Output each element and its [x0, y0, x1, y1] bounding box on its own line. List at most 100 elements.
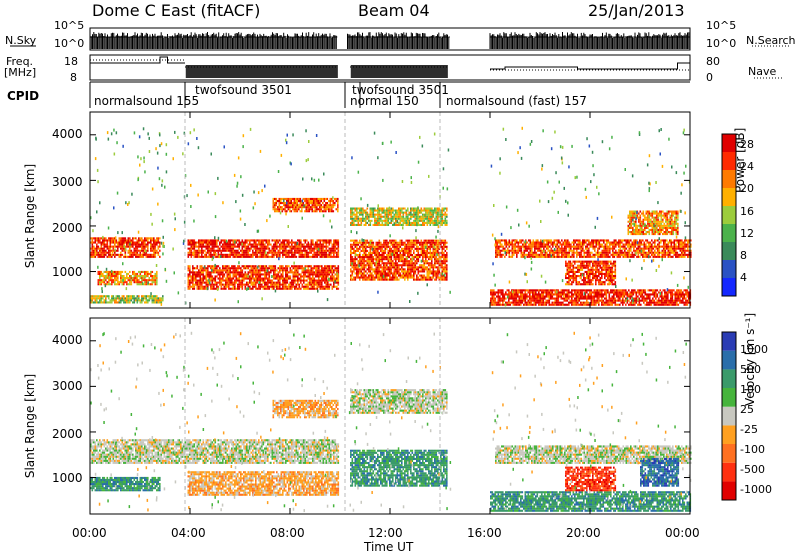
- power-echo-cell: [395, 211, 397, 214]
- power-echo-cell: [121, 297, 124, 300]
- power-echo-cell: [287, 197, 290, 200]
- power-echo-cell: [217, 277, 220, 280]
- power-echo-cell: [135, 275, 137, 278]
- power-echo-cell: [289, 245, 292, 248]
- power-echo-cell: [354, 249, 357, 252]
- power-echo-cell: [398, 241, 400, 244]
- power-echo-cell: [303, 275, 305, 278]
- power-echo-cell: [123, 295, 125, 298]
- power-echo-cell: [153, 249, 155, 252]
- power-echo-cell: [199, 243, 202, 246]
- power-echo-cell: [396, 264, 399, 267]
- power-echo-cell: [420, 217, 423, 220]
- power-echo-cell: [429, 272, 432, 275]
- power-echo-cell: [238, 273, 241, 276]
- power-echo-cell: [252, 277, 254, 280]
- nave-right-tick-bottom: 0: [706, 71, 713, 84]
- power-echo-cell: [187, 251, 190, 254]
- power-echo-cell: [493, 293, 495, 296]
- power-echo-cell: [291, 271, 293, 274]
- power-echo-cell: [390, 270, 393, 273]
- power-echo-cell: [222, 269, 224, 272]
- power-echo-cell: [351, 245, 354, 248]
- power-echo-cell: [336, 247, 338, 250]
- power-echo-cell: [295, 269, 298, 272]
- power-echo-cell: [141, 255, 143, 258]
- power-echo-cell: [109, 245, 112, 248]
- power-echo-cell: [363, 249, 366, 252]
- power-echo-cell: [389, 266, 391, 269]
- power-echo-cell: [362, 215, 364, 218]
- power-echo-cell: [285, 243, 287, 246]
- power-echo-cell: [148, 255, 151, 258]
- power-echo-cell: [387, 278, 390, 281]
- power-echo-cell: [277, 241, 280, 244]
- power-echo-cell: [334, 243, 337, 246]
- power-echo-cell: [307, 208, 309, 211]
- power-echo-cell: [404, 260, 406, 263]
- power-echo-cell: [106, 243, 109, 246]
- power-echo-cell: [435, 241, 438, 244]
- power-echo-cell: [274, 245, 277, 248]
- power-echo-cell: [144, 277, 146, 280]
- power-echo-cell: [222, 273, 224, 276]
- power-echo-cell: [301, 279, 304, 282]
- power-echo-cell: [129, 237, 131, 240]
- power-echo-cell: [526, 301, 528, 304]
- power-echo-cell: [106, 251, 109, 254]
- power-echo-cell: [99, 279, 101, 282]
- power-echo-cell: [423, 276, 426, 279]
- power-echo-cell: [429, 249, 432, 252]
- power-echo-cell: [374, 272, 376, 275]
- power-echo-cell: [268, 255, 271, 258]
- power-echo-cell: [232, 269, 235, 272]
- power-echo-cell: [402, 247, 405, 250]
- power-echo-cell: [213, 245, 215, 248]
- power-echo-cell: [322, 269, 325, 272]
- power-echo-cell: [443, 256, 445, 259]
- power-echo-cell: [145, 295, 148, 298]
- power-echo-cell: [199, 279, 202, 282]
- power-echo-cell: [274, 267, 277, 270]
- power-echo-cell: [402, 256, 405, 259]
- power-echo-cell: [381, 221, 384, 224]
- power-echo-cell: [127, 277, 130, 280]
- power-echo-cell: [389, 276, 391, 279]
- power-echo-cell: [441, 264, 444, 267]
- power-echo-cell: [297, 245, 299, 248]
- power-echo-cell: [520, 293, 522, 296]
- power-echo-cell: [323, 210, 326, 213]
- power-echo-cell: [401, 239, 403, 242]
- power-echo-cell: [213, 277, 215, 280]
- power-echo-cell: [262, 253, 265, 256]
- power-echo-cell: [293, 197, 296, 200]
- power-echo-cell: [205, 251, 208, 254]
- power-echo-cell: [198, 239, 200, 242]
- power-echo-cell: [319, 245, 322, 248]
- power-echo-cell: [253, 251, 256, 254]
- power-echo-cell: [117, 249, 119, 252]
- power-echo-cell: [399, 239, 402, 242]
- power-echo-cell: [204, 239, 206, 242]
- power-echo-cell: [502, 297, 504, 300]
- power-echo-cell: [223, 253, 226, 256]
- power-echo-cell: [324, 275, 326, 278]
- power-echo-cell: [325, 245, 328, 248]
- power-echo-cell: [100, 253, 103, 256]
- power-echo-cell: [195, 271, 197, 274]
- power-echo-cell: [336, 253, 338, 256]
- power-echo-cell: [211, 285, 214, 288]
- power-echo-cell: [396, 245, 399, 248]
- power-echo-cell: [294, 273, 296, 276]
- power-echo-cell: [103, 241, 106, 244]
- power-echo-cell: [93, 247, 95, 250]
- power-echo-cell: [441, 221, 444, 224]
- power-echo-cell: [298, 249, 301, 252]
- power-echo-cell: [150, 247, 152, 250]
- power-echo-cell: [153, 279, 155, 282]
- power-echo-cell: [357, 241, 360, 244]
- power-echo-cell: [446, 268, 448, 271]
- power-echo-cell: [91, 301, 94, 304]
- power-echo-cell: [405, 262, 408, 265]
- power-echo-cell: [378, 274, 381, 277]
